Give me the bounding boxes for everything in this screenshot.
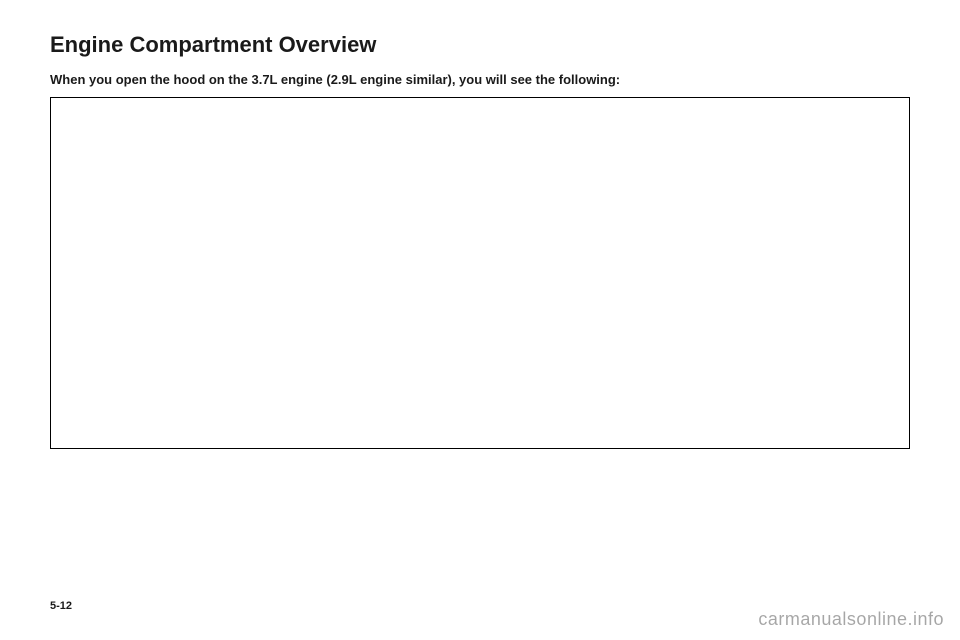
section-heading: Engine Compartment Overview (50, 32, 910, 58)
watermark-text: carmanualsonline.info (758, 609, 944, 630)
page-number: 5-12 (50, 600, 72, 612)
engine-diagram-placeholder (50, 97, 910, 449)
intro-text: When you open the hood on the 3.7L engin… (50, 72, 910, 87)
manual-page: Engine Compartment Overview When you ope… (0, 0, 960, 449)
